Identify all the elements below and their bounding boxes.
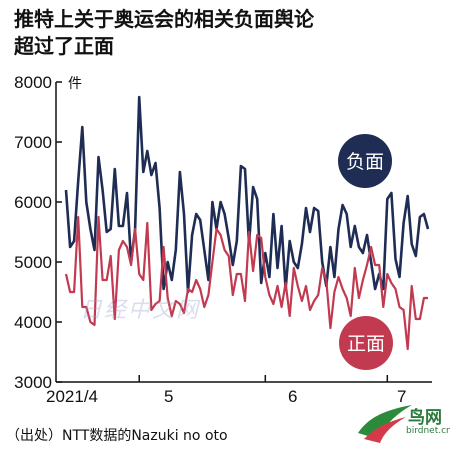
- source-note: （出处）NTT数据的Nazuki no oto: [6, 428, 228, 444]
- y-tick-label: 3000: [14, 373, 52, 392]
- watermark-text: 日经中文网: [80, 298, 201, 323]
- title-line-1: 推特上关于奥运会的相关负面舆论: [14, 7, 314, 31]
- y-tick-label: 6000: [14, 193, 52, 212]
- series-line-positive: [64, 215, 428, 351]
- x-tick-label: 5: [164, 387, 173, 406]
- series-label-badge: [339, 316, 393, 370]
- x-tick-label: 2021/4: [46, 387, 98, 406]
- x-tick-label: 7: [397, 387, 406, 406]
- birdnet-logo-icon: [358, 405, 412, 443]
- chart-title: 推特上关于奥运会的相关负面舆论 超过了正面: [14, 6, 434, 60]
- logo-text-en: birdnet.cn: [406, 426, 450, 436]
- y-tick-label: 4000: [14, 313, 52, 332]
- series-label-badge: [338, 134, 392, 188]
- y-tick-label: 5000: [14, 253, 52, 272]
- series-line-negative: [64, 95, 430, 294]
- series-label-text: 负面: [346, 151, 384, 173]
- x-tick-label: 6: [288, 387, 297, 406]
- logo-text-cn: 鸟网: [408, 408, 442, 428]
- y-unit-label: 件: [68, 76, 82, 92]
- chart-series: [64, 95, 430, 351]
- y-tick-label: 7000: [14, 133, 52, 152]
- series-label-text: 正面: [347, 333, 385, 355]
- title-line-2: 超过了正面: [14, 34, 114, 58]
- chart-axes: 3000 4000 5000 6000 7000 8000 件 2021/4 5 6 7: [14, 73, 432, 406]
- y-tick-label: 8000: [14, 73, 52, 92]
